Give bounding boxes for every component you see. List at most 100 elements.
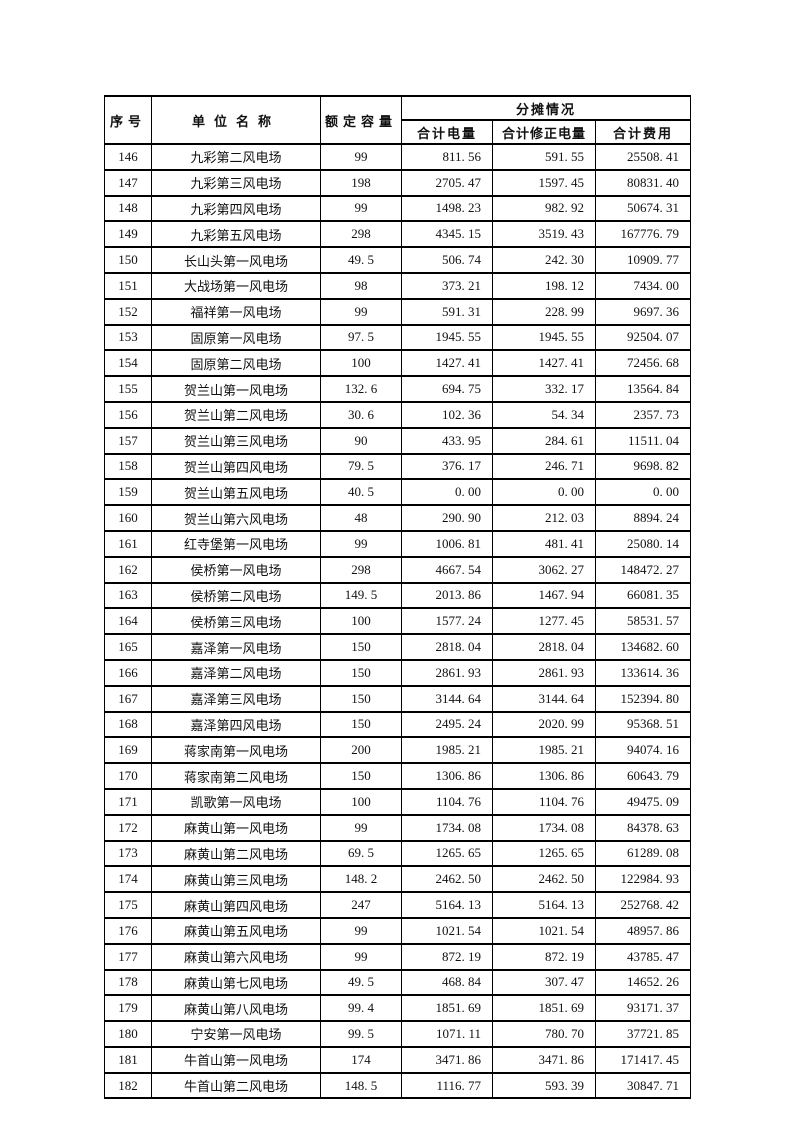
cell-total-corrected-power: 246. 71 bbox=[492, 452, 596, 481]
cell-total-power: 468. 84 bbox=[401, 968, 493, 997]
cell-total-cost: 167776. 79 bbox=[594, 220, 692, 249]
table-row: 162 侯桥第一风电场 298 4667. 54 3062. 27 148472. 27 bbox=[104, 555, 692, 584]
cell-unit-name: 贺兰山第一风电场 bbox=[151, 375, 321, 403]
cell-total-corrected-power: 1277. 45 bbox=[492, 607, 596, 636]
cell-total-power: 2495. 24 bbox=[401, 710, 493, 739]
cell-serial: 146 bbox=[104, 143, 152, 171]
cell-total-power: 1116. 77 bbox=[401, 1071, 493, 1100]
cell-unit-name: 凯歌第一风电场 bbox=[151, 787, 321, 816]
cell-unit-name: 牛首山第二风电场 bbox=[151, 1071, 321, 1100]
cell-total-power: 1945. 55 bbox=[401, 323, 493, 352]
allocation-table: 序号 单位名称 额定容量 分摊情况 合计电量 合计修正电量 合计费用 146 九彩… bbox=[104, 95, 692, 1100]
cell-total-cost: 13564. 84 bbox=[594, 375, 692, 403]
cell-total-corrected-power: 1597. 45 bbox=[492, 168, 596, 197]
cell-serial: 157 bbox=[104, 426, 152, 455]
cell-unit-name: 嘉泽第二风电场 bbox=[151, 658, 321, 687]
cell-unit-name: 贺兰山第五风电场 bbox=[151, 478, 321, 507]
cell-total-cost: 94074. 16 bbox=[594, 736, 692, 765]
cell-serial: 154 bbox=[104, 349, 152, 378]
cell-unit-name: 贺兰山第三风电场 bbox=[151, 426, 321, 455]
cell-total-corrected-power: 593. 39 bbox=[492, 1071, 596, 1100]
cell-total-corrected-power: 242. 30 bbox=[492, 246, 596, 274]
cell-unit-name: 麻黄山第二风电场 bbox=[151, 839, 321, 868]
cell-total-cost: 25508. 41 bbox=[594, 143, 692, 171]
table-row: 164 侯桥第三风电场 100 1577. 24 1277. 45 58531. 57 bbox=[104, 607, 692, 636]
cell-serial: 177 bbox=[104, 942, 152, 971]
cell-serial: 150 bbox=[104, 246, 152, 274]
cell-unit-name: 侯桥第二风电场 bbox=[151, 581, 321, 610]
cell-rated-capacity: 99 bbox=[320, 916, 402, 945]
table-row: 166 嘉泽第二风电场 150 2861. 93 2861. 93 133614. 36 bbox=[104, 658, 692, 687]
cell-total-cost: 66081. 35 bbox=[594, 581, 692, 610]
col-header-total-power: 合计电量 bbox=[401, 119, 493, 145]
cell-unit-name: 麻黄山第三风电场 bbox=[151, 865, 321, 894]
cell-serial: 175 bbox=[104, 891, 152, 919]
cell-total-cost: 93171. 37 bbox=[594, 994, 692, 1023]
cell-total-power: 2013. 86 bbox=[401, 581, 493, 610]
cell-total-power: 591. 31 bbox=[401, 297, 493, 326]
table-row: 171 凯歌第一风电场 100 1104. 76 1104. 76 49475. 09 bbox=[104, 787, 692, 816]
table-row: 168 嘉泽第四风电场 150 2495. 24 2020. 99 95368. 51 bbox=[104, 710, 692, 739]
cell-total-power: 2462. 50 bbox=[401, 865, 493, 894]
table-row: 174 麻黄山第三风电场 148. 2 2462. 50 2462. 50 122984.… bbox=[104, 865, 692, 894]
table-row: 178 麻黄山第七风电场 49. 5 468. 84 307. 47 14652. 26 bbox=[104, 968, 692, 997]
cell-rated-capacity: 99. 4 bbox=[320, 994, 402, 1023]
cell-total-cost: 152394. 80 bbox=[594, 684, 692, 713]
cell-total-power: 872. 19 bbox=[401, 942, 493, 971]
cell-serial: 161 bbox=[104, 529, 152, 558]
table-row: 177 麻黄山第六风电场 99 872. 19 872. 19 43785. 47 bbox=[104, 942, 692, 971]
cell-total-cost: 60643. 79 bbox=[594, 762, 692, 790]
cell-rated-capacity: 150 bbox=[320, 684, 402, 713]
cell-unit-name: 九彩第二风电场 bbox=[151, 143, 321, 171]
cell-total-corrected-power: 2020. 99 bbox=[492, 710, 596, 739]
cell-serial: 149 bbox=[104, 220, 152, 249]
cell-unit-name: 九彩第四风电场 bbox=[151, 194, 321, 223]
cell-total-cost: 0. 00 bbox=[594, 478, 692, 507]
cell-total-cost: 92504. 07 bbox=[594, 323, 692, 352]
cell-total-cost: 95368. 51 bbox=[594, 710, 692, 739]
cell-total-power: 5164. 13 bbox=[401, 891, 493, 919]
cell-rated-capacity: 49. 5 bbox=[320, 968, 402, 997]
table-row: 163 侯桥第二风电场 149. 5 2013. 86 1467. 94 66081. 3… bbox=[104, 581, 692, 610]
cell-total-cost: 148472. 27 bbox=[594, 555, 692, 584]
cell-rated-capacity: 148. 5 bbox=[320, 1071, 402, 1100]
cell-total-power: 1306. 86 bbox=[401, 762, 493, 790]
cell-total-cost: 7434. 00 bbox=[594, 271, 692, 300]
cell-rated-capacity: 247 bbox=[320, 891, 402, 919]
table-row: 155 贺兰山第一风电场 132. 6 694. 75 332. 17 13564. 84 bbox=[104, 375, 692, 403]
cell-total-corrected-power: 307. 47 bbox=[492, 968, 596, 997]
cell-total-corrected-power: 1021. 54 bbox=[492, 916, 596, 945]
cell-total-corrected-power: 54. 34 bbox=[492, 400, 596, 429]
cell-total-power: 506. 74 bbox=[401, 246, 493, 274]
cell-total-cost: 49475. 09 bbox=[594, 787, 692, 816]
cell-unit-name: 大战场第一风电场 bbox=[151, 271, 321, 300]
cell-serial: 169 bbox=[104, 736, 152, 765]
col-header-rated-capacity: 额定容量 bbox=[320, 95, 402, 145]
table-row: 170 蒋家南第二风电场 150 1306. 86 1306. 86 60643. 79 bbox=[104, 762, 692, 790]
cell-total-corrected-power: 0. 00 bbox=[492, 478, 596, 507]
cell-unit-name: 侯桥第一风电场 bbox=[151, 555, 321, 584]
cell-rated-capacity: 69. 5 bbox=[320, 839, 402, 868]
cell-total-power: 694. 75 bbox=[401, 375, 493, 403]
table-row: 175 麻黄山第四风电场 247 5164. 13 5164. 13 252768. 42 bbox=[104, 891, 692, 919]
col-header-total-corrected-power: 合计修正电量 bbox=[492, 119, 596, 145]
cell-total-corrected-power: 481. 41 bbox=[492, 529, 596, 558]
cell-rated-capacity: 100 bbox=[320, 349, 402, 378]
cell-total-cost: 133614. 36 bbox=[594, 658, 692, 687]
cell-total-cost: 58531. 57 bbox=[594, 607, 692, 636]
cell-unit-name: 固原第二风电场 bbox=[151, 349, 321, 378]
cell-rated-capacity: 298 bbox=[320, 220, 402, 249]
cell-total-cost: 171417. 45 bbox=[594, 1045, 692, 1074]
cell-total-corrected-power: 212. 03 bbox=[492, 504, 596, 532]
cell-total-cost: 61289. 08 bbox=[594, 839, 692, 868]
cell-total-corrected-power: 332. 17 bbox=[492, 375, 596, 403]
cell-total-cost: 134682. 60 bbox=[594, 633, 692, 661]
cell-total-corrected-power: 1851. 69 bbox=[492, 994, 596, 1023]
cell-serial: 160 bbox=[104, 504, 152, 532]
cell-total-corrected-power: 2861. 93 bbox=[492, 658, 596, 687]
cell-serial: 159 bbox=[104, 478, 152, 507]
cell-serial: 158 bbox=[104, 452, 152, 481]
cell-total-cost: 50674. 31 bbox=[594, 194, 692, 223]
header-row-2: 合计电量 合计修正电量 合计费用 bbox=[105, 119, 692, 145]
cell-total-cost: 8894. 24 bbox=[594, 504, 692, 532]
